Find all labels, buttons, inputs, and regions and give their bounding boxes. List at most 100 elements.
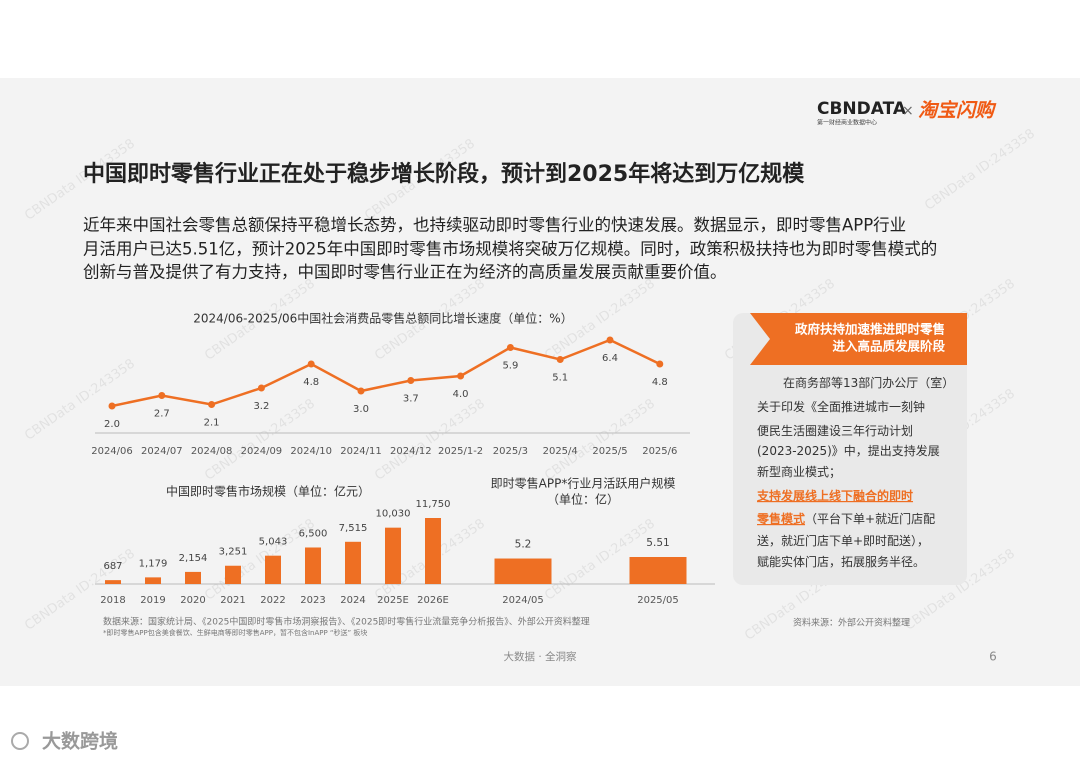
sidebar-text: 关于印发《全面推进城市一刻钟 [757,399,925,414]
sidebar-heading: 进入高品质发展阶段 [832,339,945,354]
bar [629,557,687,584]
point [506,344,514,351]
value-label: 2,154 [179,553,208,564]
brand-icon [11,732,29,750]
slide-title: 中国即时零售行业正在处于稳步增长阶段，预计到2025年将达到万亿规模 [83,161,805,187]
value-label: 3.0 [353,404,369,415]
bar [385,527,401,584]
value-label: 3,251 [219,547,248,558]
bar [305,547,321,584]
bar [494,558,552,584]
bar [345,541,361,584]
bar [185,571,201,584]
sidebar-text: 在商务部等13部门办公厅（室） [783,375,954,390]
x-tick-label: 2022 [260,595,285,606]
paragraph-line: 近年来中国社会零售总额保持平稳增长态势，也持续驱动即时零售行业的快速发展。数据显… [83,216,906,235]
sidebar-heading-bg [750,313,967,365]
sidebar-text: 新型商业模式； [757,464,841,479]
value-label: 6,500 [299,528,328,539]
x-tick-label: 2025/3 [493,446,528,457]
sidebar-text: 送，就近门店下单+即时配送）， [757,533,929,548]
x-tick-label: 2024/05 [502,595,544,606]
sidebar-line: 新型商业模式； [757,464,841,479]
x-tick-label: 2025/6 [642,446,677,457]
value-label: 3.2 [253,401,269,412]
point [357,387,365,395]
x-tick-label: 2024/10 [290,446,332,457]
x-tick-label: 2024/12 [390,446,432,457]
sidebar-box [733,313,967,585]
point [208,401,216,408]
sidebar-text: (2023-2025)》中，提出支持发展 [757,443,940,458]
source: 资料来源：外部公开资料整理 [793,617,910,629]
bar [145,577,161,584]
value-label: 2.7 [154,409,170,420]
sidebar-body: 在商务部等13部门办公厅（室） 关于印发《全面推进城市一刻钟便民生活圈建设三年行动… [756,375,954,569]
x-tick-label: 2018 [100,595,125,606]
x-tick-label: 2024/08 [191,446,233,457]
bar [265,555,281,584]
x-tick-label: 2019 [140,595,165,606]
point [556,356,564,363]
x-tick-label: 2025/05 [637,595,679,606]
brand: 大数跨境 [42,730,118,753]
tagline: 大数据 · 全洞察 [503,650,577,663]
x-tick-label: 2024/09 [241,446,283,457]
value-label: 10,030 [376,509,411,520]
value-label: 7,515 [339,523,368,534]
sidebar-line: 关于印发《全面推进城市一刻钟 [757,399,925,414]
line [111,338,661,408]
logo-sub: 第一财经商业数据中心 [817,119,877,127]
logo: CBNDATA [817,99,907,119]
value-label: 4.0 [453,389,469,400]
source-note: *即时零售APP包含美食餐饮、生鲜电商等即时零售APP，暂不包含InAPP “秒… [103,628,367,637]
sidebar-highlight: 零售模式 [756,511,805,526]
x-tick-label: 2026E [417,595,449,606]
value-label: 2.1 [204,418,220,429]
point [606,336,614,344]
sidebar-line: 零售模式（平台下单+就近门店配 [756,511,935,526]
x-tick-label: 2021 [220,595,245,606]
bar [425,518,441,584]
sidebar-line: 在商务部等13部门办公厅（室） [783,375,954,390]
x-tick-label: 2025/1-2 [438,446,483,457]
x-tick-label: 2024/06 [91,446,133,457]
x-tick-label: 2024 [340,595,365,606]
logo-cross: × [902,103,914,119]
sidebar-line: 赋能实体门店，拓展服务半径。 [757,554,925,569]
paragraph-line: 月活用户已达5.51亿，预计2025年中国即时零售市场规模将突破万亿规模。同时，… [83,240,937,259]
chart-title: 中国即时零售市场规模（单位：亿元） [166,484,370,499]
value-label: 2.0 [104,419,120,430]
x-tick-label: 2025E [377,595,409,606]
sidebar-text: （平台下单+就近门店配 [805,511,935,526]
value-label: 5.51 [646,537,669,549]
value-label: 1,179 [139,558,168,569]
source: 数据来源：国家统计局、《2025中国即时零售市场洞察报告》、《2025即时零售行… [103,616,590,628]
value-label: 11,750 [416,499,451,510]
point [457,372,465,380]
value-label: 5.1 [552,373,568,384]
value-label: 4.8 [652,377,668,388]
value-label: 4.8 [303,377,319,388]
point [656,360,664,368]
sidebar-highlight: 支持发展线上线下融合的即时 [756,488,913,503]
value-label: 5.2 [515,539,532,551]
x-tick-label: 2024/07 [141,446,183,457]
sidebar-text: 赋能实体门店，拓展服务半径。 [757,554,925,569]
sidebar-line: 便民生活圈建设三年行动计划 [757,424,913,438]
paragraph-line: 创新与普及提供了有力支持，中国即时零售行业正在为经济的高质量发展贡献重要价值。 [83,263,727,282]
bar [225,565,241,584]
x-tick-label: 2023 [300,595,325,606]
partner-logo: 淘宝闪购 [918,100,997,122]
value-label: 5.9 [502,361,518,372]
sidebar-text: 便民生活圈建设三年行动计划 [757,424,913,438]
x-tick-label: 2025/4 [543,446,578,457]
point [407,377,415,384]
sidebar-line: 支持发展线上线下融合的即时 [756,488,913,503]
value-label: 687 [103,561,122,572]
sidebar-line: 送，就近门店下单+即时配送）， [757,533,929,548]
value-label: 3.7 [403,394,419,405]
page-number: 6 [989,650,997,664]
